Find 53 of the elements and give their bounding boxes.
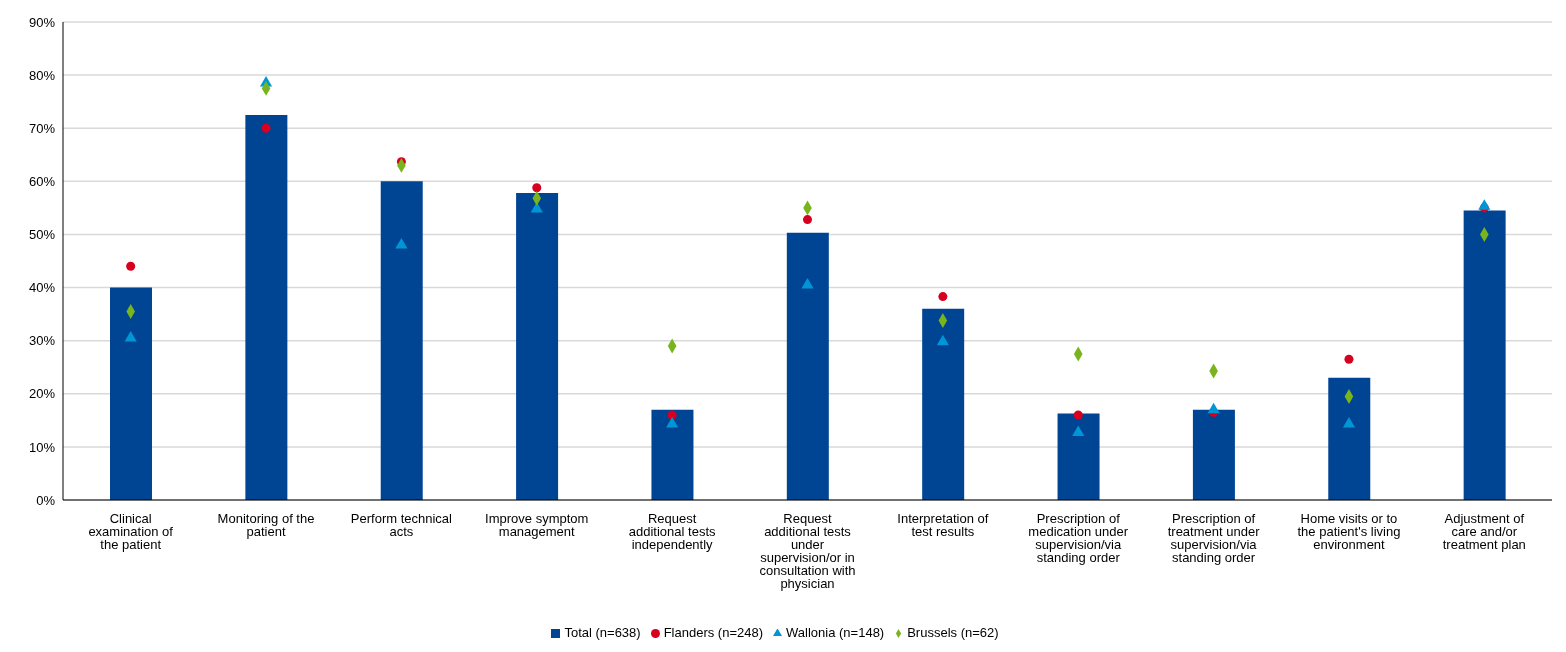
x-tick-label: Request additional tests under supervision/or in consultation with physician bbox=[759, 511, 856, 592]
point bbox=[261, 123, 271, 133]
point bbox=[802, 215, 813, 225]
point bbox=[667, 410, 677, 420]
x-tick-label: Perform technical acts bbox=[350, 511, 453, 540]
x-tick-label: Prescription of treatment under supervision/via standing order bbox=[1167, 511, 1261, 566]
bar bbox=[1192, 409, 1235, 500]
point bbox=[666, 417, 679, 428]
point bbox=[1478, 199, 1491, 210]
bar bbox=[922, 308, 965, 500]
legend-label: Total (n=638) bbox=[564, 625, 641, 640]
x-tick-label: Request additional tests independently bbox=[628, 511, 716, 553]
bar bbox=[1057, 413, 1100, 500]
bar bbox=[1463, 210, 1506, 500]
legend-label: Flanders (n=248) bbox=[663, 625, 764, 640]
bar bbox=[110, 287, 152, 500]
bar bbox=[516, 193, 559, 500]
legend-label: Wallonia (n=148) bbox=[786, 625, 885, 640]
point bbox=[801, 277, 814, 289]
point bbox=[1344, 354, 1354, 364]
point bbox=[1207, 402, 1220, 414]
x-tick-label: Adjustment of care and/or treatment plan bbox=[1442, 511, 1526, 553]
bar bbox=[651, 409, 694, 500]
point bbox=[126, 261, 136, 271]
y-tick-label: 30% bbox=[28, 333, 56, 349]
x-tick-label: Interpretation of test results bbox=[897, 511, 989, 540]
y-tick-label: 0% bbox=[36, 492, 56, 508]
y-tick-label: 90% bbox=[28, 14, 56, 30]
point bbox=[1072, 425, 1085, 437]
x-tick-label: Prescription of medication under supervision/via standing order bbox=[1028, 511, 1129, 566]
y-tick-label: 50% bbox=[28, 227, 56, 243]
x-tick-label: Monitoring of the patient bbox=[217, 511, 315, 540]
point bbox=[1073, 410, 1083, 420]
point bbox=[532, 183, 542, 193]
y-tick-label: 70% bbox=[28, 120, 56, 136]
point bbox=[395, 238, 408, 249]
y-tick-label: 10% bbox=[28, 439, 56, 455]
y-tick-label: 40% bbox=[28, 280, 56, 296]
bar bbox=[245, 114, 288, 500]
point bbox=[938, 292, 948, 302]
point bbox=[1342, 417, 1356, 428]
x-tick-label: Improve symptom management bbox=[485, 511, 589, 540]
y-tick-label: 60% bbox=[28, 173, 56, 189]
point bbox=[124, 330, 137, 342]
bar bbox=[380, 181, 423, 500]
x-tick-label: Home visits or to the patient's living environment bbox=[1297, 511, 1401, 553]
legend-label: Brussels (n=62) bbox=[907, 625, 999, 640]
point bbox=[936, 334, 949, 346]
y-tick-label: 20% bbox=[28, 386, 56, 402]
bar bbox=[786, 232, 829, 500]
x-tick-label: Clinical examination of the patient bbox=[88, 511, 174, 553]
bar bbox=[1328, 377, 1371, 500]
y-tick-label: 80% bbox=[28, 67, 56, 83]
